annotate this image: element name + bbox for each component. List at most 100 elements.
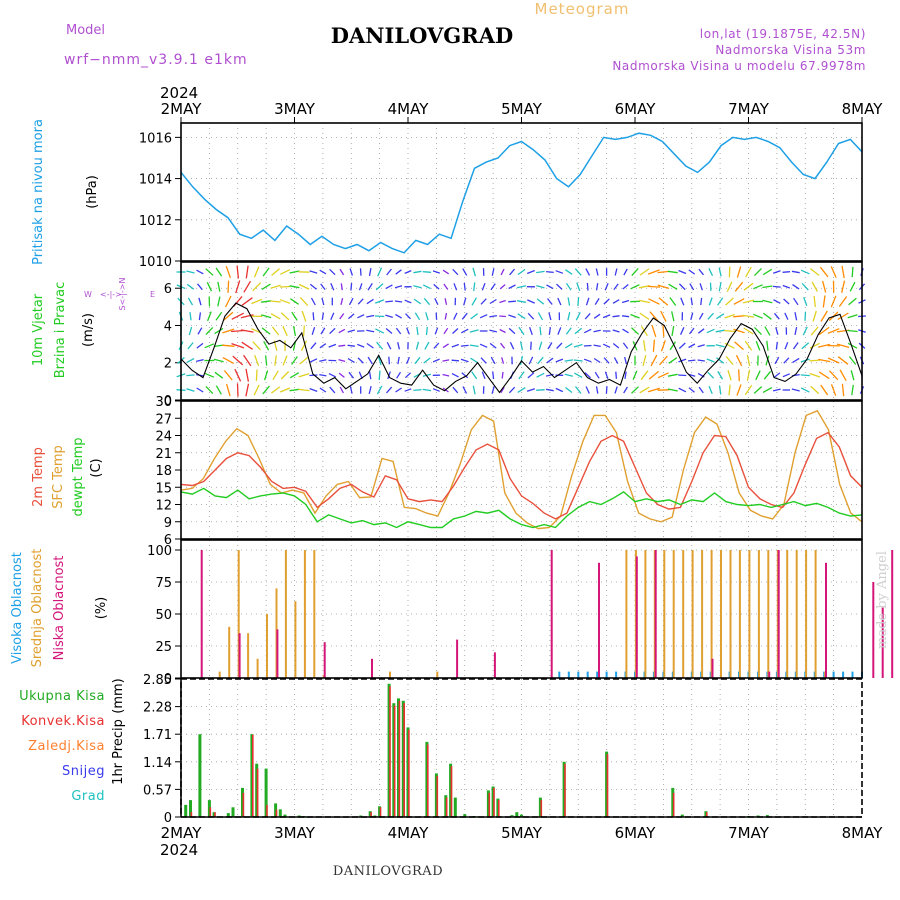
low-cloud-ylabel: Niska Oblacnost <box>52 556 67 661</box>
wind-arrow <box>557 327 562 335</box>
wind-arrow <box>640 325 648 337</box>
y-tick-label: 1010 <box>139 255 172 270</box>
wind-arrow <box>442 269 450 275</box>
wind-arrow <box>508 300 516 303</box>
wind-arrow <box>517 387 526 393</box>
wind-arrow <box>782 284 791 289</box>
wind-arrow <box>793 297 799 306</box>
wind-arrow <box>385 314 393 319</box>
low-cloud-bar <box>323 642 326 678</box>
y-tick-label: 1.71 <box>143 728 172 743</box>
wind-arrow <box>837 312 849 321</box>
total-precip-bar <box>278 809 282 817</box>
conv-precip-bar <box>408 729 410 817</box>
wind-arrow <box>546 298 553 305</box>
wind-arrow <box>309 374 318 377</box>
mid-cloud-bar <box>256 658 259 678</box>
wind-arrow <box>425 312 429 321</box>
wind-arrow <box>377 267 383 277</box>
wind-arrow <box>274 355 277 366</box>
wind-arrow <box>743 282 754 291</box>
wind-arrow <box>546 270 554 274</box>
wind-arrow <box>604 283 609 291</box>
wind-arrow <box>270 313 281 320</box>
wind-arrow <box>385 300 393 303</box>
wind-arrow <box>347 344 355 347</box>
wind-arrow <box>213 344 224 348</box>
top-day-label: 2MAY <box>161 100 203 118</box>
temp2m-line <box>180 431 863 520</box>
legend-freezing-rain: Zaledj.Kisa <box>28 739 105 754</box>
total-precip-bar <box>453 797 457 817</box>
wind-arrow <box>837 356 849 365</box>
wind-arrow <box>461 372 469 379</box>
wind-arrow <box>433 283 440 290</box>
mid-cloud-bar <box>228 626 231 678</box>
wind-arrow <box>536 298 545 305</box>
wind-arrow <box>593 329 601 333</box>
wind-arrow <box>738 369 740 382</box>
wind-arrow <box>471 297 477 306</box>
mid-cloud-bar <box>729 550 732 678</box>
wind-arrow <box>818 371 830 380</box>
wind-arrow <box>744 384 753 396</box>
wind-arrow <box>394 285 403 289</box>
wind-arrow <box>262 267 270 277</box>
conv-precip-bar <box>209 807 212 817</box>
wind-arrow <box>263 340 270 351</box>
wind-arrow <box>245 383 250 397</box>
wind-arrow <box>375 283 384 291</box>
wind-arrow <box>186 388 195 392</box>
wind-arrow <box>255 369 258 381</box>
total-precip-bar <box>704 811 708 817</box>
total-precip-bar <box>397 698 400 817</box>
wind-arrow <box>565 269 573 275</box>
wind-arrow <box>690 312 694 320</box>
wind-arrow <box>385 284 393 290</box>
y-tick-label: 12 <box>155 499 172 514</box>
mid-cloud-bar <box>814 550 817 678</box>
wind-arrow <box>374 315 385 318</box>
wind-arrow <box>573 343 583 348</box>
panel-border <box>180 539 863 679</box>
wind-arrow <box>819 266 829 278</box>
wind-arrow <box>196 342 204 349</box>
wind-arrow <box>810 385 820 395</box>
wind-arrow <box>612 299 620 304</box>
wind-arrow <box>366 342 374 349</box>
total-precip-bar <box>368 811 372 817</box>
mid-cloud-bar <box>389 671 391 678</box>
mid-cloud-bar <box>738 550 741 678</box>
wind-arrow <box>602 314 611 319</box>
wind-arrow <box>347 358 355 363</box>
credit-watermark: made by Angel <box>875 551 890 649</box>
wind-arrow <box>830 384 837 396</box>
lonlat-label: lon,lat (19.1875E, 42.5N) <box>700 27 866 41</box>
wind-arrow <box>309 387 318 393</box>
wind-arrow <box>565 327 572 335</box>
y-tick-label: 18 <box>155 464 172 479</box>
wind-arrow <box>243 354 252 367</box>
low-cloud-bar <box>598 562 600 678</box>
wind-arrow <box>368 267 372 277</box>
total-precip-bar <box>562 761 566 817</box>
wind-arrow <box>425 326 428 336</box>
y-tick-label: 6 <box>164 282 172 297</box>
wind-arrow <box>206 311 212 322</box>
mid-cloud-bar <box>757 550 760 678</box>
wind-arrow <box>753 386 763 394</box>
total-precip-bar <box>406 727 410 817</box>
low-cloud-bar <box>493 652 496 678</box>
mid-cloud-bar <box>682 550 685 678</box>
mid-cloud-bar <box>644 550 647 678</box>
wind-arrow <box>470 313 479 320</box>
wind-arrow <box>660 340 666 352</box>
wind-arrow <box>688 343 696 349</box>
dewpt-ylabel: dewpt Temp <box>71 437 86 516</box>
wind-arrow <box>463 282 466 291</box>
mid-cloud-bar <box>672 550 675 678</box>
wind-arrow <box>594 371 600 379</box>
wind-arrow <box>472 267 477 277</box>
wind-arrow <box>330 312 335 321</box>
wind-arrow <box>527 299 535 304</box>
